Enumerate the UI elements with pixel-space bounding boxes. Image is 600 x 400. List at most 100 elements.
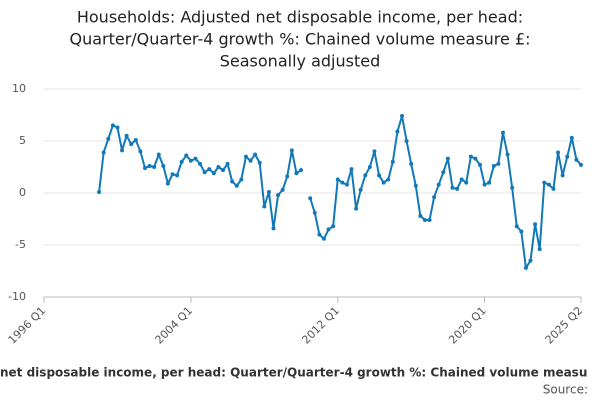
data-point xyxy=(120,148,125,153)
data-point xyxy=(363,173,368,178)
data-point xyxy=(441,170,446,175)
data-point xyxy=(326,227,331,232)
data-point xyxy=(321,236,326,241)
x-tick-label: 2020 Q1 xyxy=(446,304,489,347)
data-point xyxy=(500,130,505,135)
data-point xyxy=(179,159,184,164)
data-point xyxy=(574,157,579,162)
data-point xyxy=(450,185,455,190)
data-point xyxy=(432,195,437,200)
data-point xyxy=(216,165,221,169)
data-point xyxy=(161,163,166,168)
data-point xyxy=(556,150,561,155)
data-point xyxy=(404,139,409,143)
data-point xyxy=(354,206,359,211)
x-tick-label: 2012 Q1 xyxy=(299,304,342,347)
data-point xyxy=(422,218,427,223)
data-point xyxy=(537,247,542,252)
data-point xyxy=(344,182,349,187)
data-point xyxy=(317,232,322,237)
data-point xyxy=(523,265,528,270)
data-point xyxy=(546,182,551,187)
data-point xyxy=(533,222,538,227)
data-point xyxy=(565,154,570,159)
data-point xyxy=(133,137,138,142)
data-point xyxy=(225,161,230,166)
data-point xyxy=(106,136,111,141)
data-point xyxy=(427,218,432,223)
data-point xyxy=(413,183,418,188)
data-point xyxy=(253,152,258,157)
data-point xyxy=(202,170,207,175)
data-point xyxy=(165,181,170,186)
data-point xyxy=(129,142,134,147)
data-point xyxy=(234,183,239,188)
data-point xyxy=(482,182,487,187)
data-point xyxy=(156,152,161,157)
data-point xyxy=(152,165,157,169)
data-point xyxy=(445,156,450,161)
data-point xyxy=(542,180,547,185)
data-point xyxy=(551,186,556,191)
y-tick-label: 10 xyxy=(12,82,26,95)
x-axis-label: net disposable income, per head: Quarter… xyxy=(0,366,587,380)
data-point xyxy=(289,148,294,153)
data-point xyxy=(491,163,496,168)
data-point xyxy=(390,159,395,164)
data-point xyxy=(496,161,501,166)
data-point xyxy=(175,173,180,178)
y-tick-label: 5 xyxy=(19,134,26,147)
data-point xyxy=(510,185,515,190)
data-point xyxy=(381,180,386,185)
data-point xyxy=(436,182,441,187)
data-point xyxy=(115,125,120,130)
chart-title: Seasonally adjusted xyxy=(220,52,380,71)
data-point xyxy=(276,193,281,198)
data-point xyxy=(266,189,271,194)
data-point xyxy=(257,160,262,165)
data-point xyxy=(340,180,345,185)
data-point xyxy=(331,224,336,229)
data-point xyxy=(505,152,510,157)
data-point xyxy=(271,226,276,231)
data-point xyxy=(147,163,152,168)
data-point xyxy=(418,213,423,218)
data-point xyxy=(97,189,102,194)
data-point xyxy=(468,154,473,159)
data-point xyxy=(294,171,299,176)
data-point xyxy=(395,129,400,134)
data-point xyxy=(142,166,147,171)
y-tick-label: -5 xyxy=(15,238,26,251)
data-point xyxy=(285,174,290,179)
data-point xyxy=(409,161,414,166)
data-point xyxy=(367,165,372,169)
x-tick-label: 2004 Q1 xyxy=(153,304,196,347)
data-point xyxy=(478,162,483,167)
x-tick-label: 2025 Q2 xyxy=(543,304,586,347)
data-point xyxy=(188,158,193,163)
data-point xyxy=(248,158,253,163)
data-point xyxy=(230,179,235,184)
source: Source: xyxy=(543,383,588,397)
data-point xyxy=(377,173,382,178)
data-point xyxy=(487,180,492,185)
data-point xyxy=(299,168,304,173)
data-point xyxy=(207,167,212,172)
data-point xyxy=(579,162,583,167)
data-point xyxy=(519,229,524,234)
data-point xyxy=(243,154,248,159)
data-point xyxy=(386,177,391,182)
data-point xyxy=(262,204,267,209)
data-point xyxy=(349,167,354,172)
data-point xyxy=(280,187,285,192)
data-point xyxy=(110,123,115,128)
data-point xyxy=(473,156,478,161)
data-point xyxy=(221,168,225,173)
data-point xyxy=(184,153,189,158)
data-point xyxy=(101,150,106,155)
data-point xyxy=(308,196,313,201)
data-point xyxy=(198,161,203,166)
data-point xyxy=(193,156,198,161)
x-tick-label: 1996 Q1 xyxy=(6,304,49,347)
